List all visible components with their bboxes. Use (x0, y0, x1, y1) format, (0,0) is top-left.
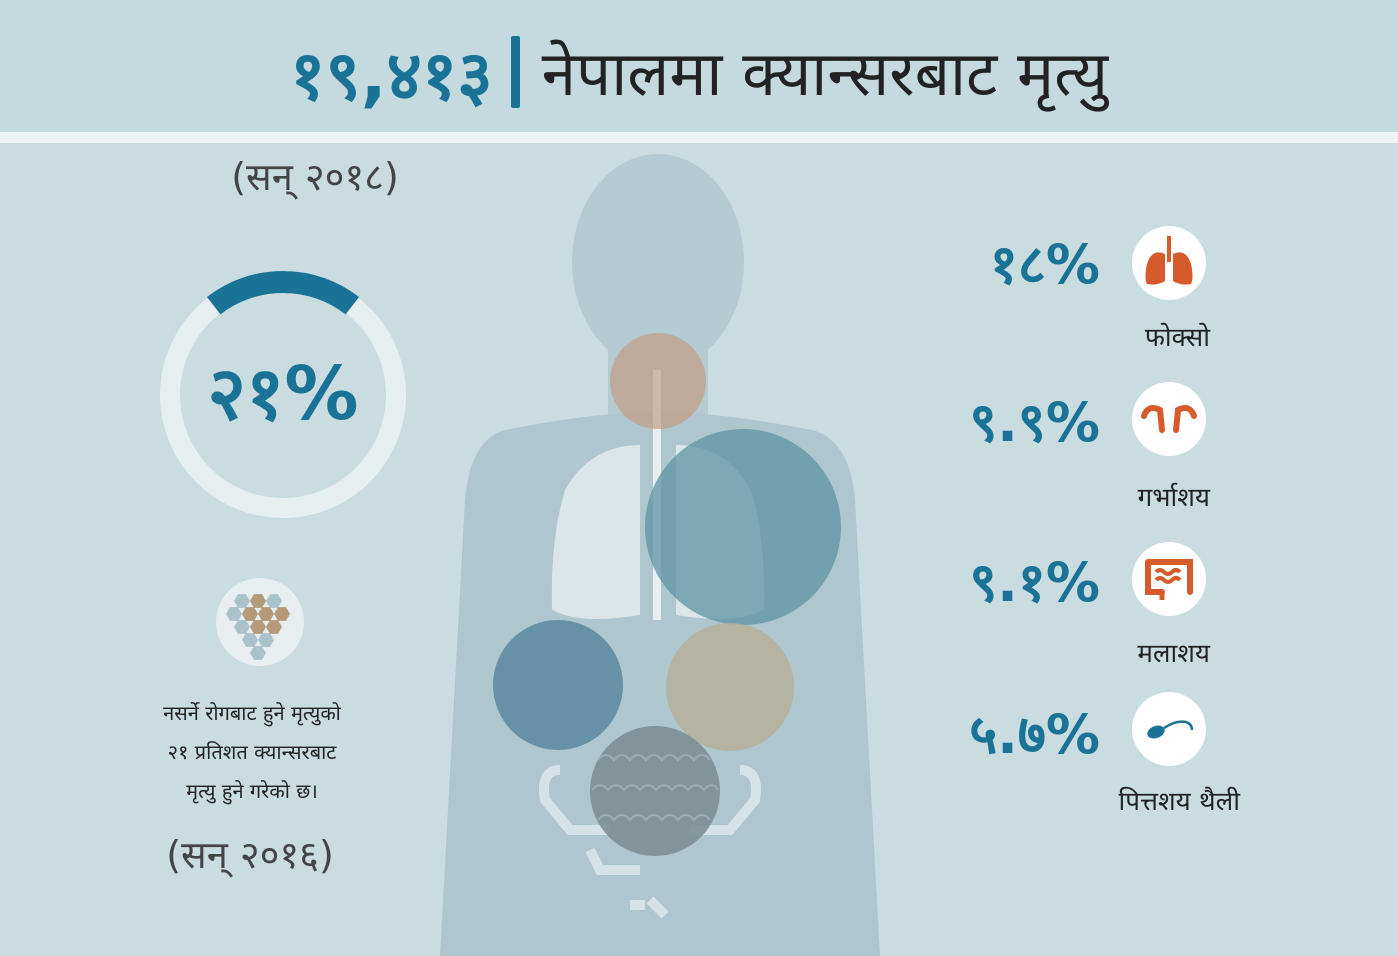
honeycomb-cell (258, 633, 274, 647)
honeycomb-cell (226, 607, 242, 621)
year-label-2016: (सन् २०१६) (166, 833, 334, 877)
intestines-illustration (539, 765, 761, 919)
honeycomb-cell (234, 620, 250, 634)
page-title: १९,४१३ नेपालमा क्यान्सरबाट मृत्यु (0, 22, 1398, 122)
honeycomb-cell (250, 594, 266, 608)
stat-label: पित्तशय थैली (1118, 787, 1240, 817)
lung-circle (645, 429, 841, 625)
liver-circle (493, 620, 623, 750)
description-text: नसर्ने रोगबाट हुने मृत्युको २१ प्रतिशत क… (92, 694, 412, 811)
honeycomb-cell (234, 594, 250, 608)
stat-uterus: ९.९% गर्भाशय (940, 382, 1210, 518)
colon-circle (590, 726, 720, 856)
description-line: मृत्यु हुने गरेको छ। (186, 779, 318, 803)
honeycomb-cell (242, 607, 258, 621)
honeycomb-cell (266, 620, 282, 634)
stat-label: फोक्सो (1144, 323, 1210, 353)
honeycomb-icon (215, 577, 305, 667)
uterus-icon (1132, 382, 1206, 456)
stat-label: गर्भाशय (1137, 483, 1210, 513)
honeycomb-cell (274, 607, 290, 621)
honeycomb-cell (242, 633, 258, 647)
stat-value: ९.१% (969, 551, 1100, 614)
title-separator (510, 36, 520, 108)
stat-lungs: १८% फोक्सो (940, 226, 1210, 353)
year-label-2018: (सन् २०१८) (231, 155, 399, 199)
honeycomb-cell (250, 646, 266, 660)
throat-circle (610, 333, 706, 429)
stat-value: ९.९% (969, 391, 1100, 454)
honeycomb-cell (250, 620, 266, 634)
donut-value: २१% (207, 351, 359, 437)
title-death-count: १९,४१३ (289, 36, 493, 116)
stat-gallbladder: ५.७% पित्तशय थैली (940, 692, 1240, 830)
title-text: नेपालमा क्यान्सरबाट मृत्यु (541, 37, 1109, 110)
stat-rectum: ९.१% मलाशय (940, 542, 1210, 678)
honeycomb-cell (266, 594, 282, 608)
header-band (0, 0, 1398, 132)
stat-label: मलाशय (1137, 639, 1210, 669)
honeycomb-cell (258, 607, 274, 621)
gallbladder-icon (1132, 692, 1206, 766)
description-line: २१ प्रतिशत क्यान्सरबाट (167, 740, 337, 764)
stat-value: ५.७% (969, 703, 1100, 766)
stat-value: १८% (989, 233, 1100, 296)
header-divider (0, 132, 1398, 143)
donut-arc (206, 271, 360, 315)
description-line: नसर्ने रोगबाट हुने मृत्युको (163, 701, 341, 725)
percentage-donut (160, 271, 406, 518)
intestine-icon (1132, 542, 1206, 616)
stomach-circle (666, 623, 794, 751)
lungs-icon (1132, 226, 1206, 300)
